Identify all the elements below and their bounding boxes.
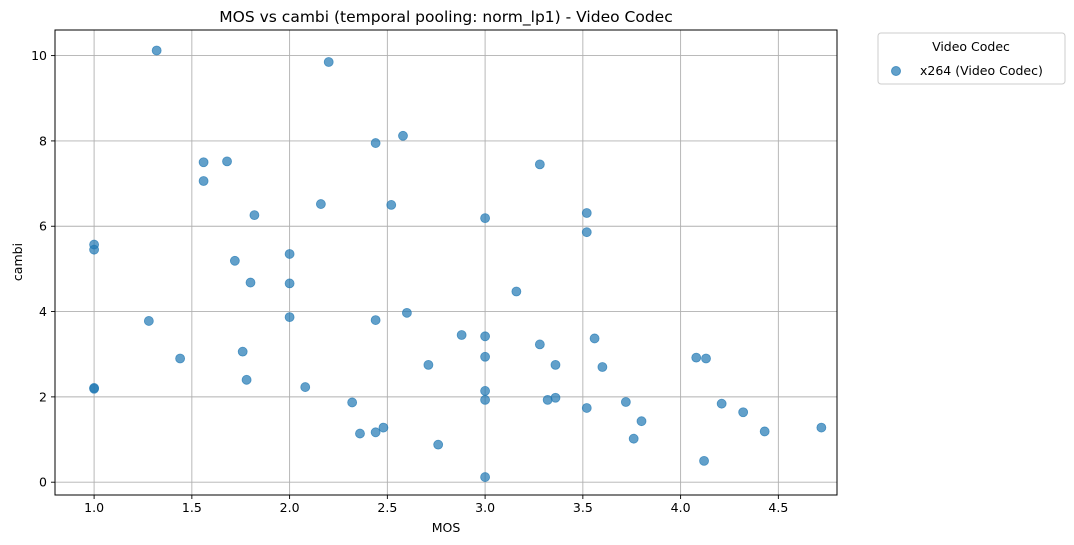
data-point <box>480 213 491 224</box>
data-point <box>480 351 491 362</box>
x-tick-label: 2.5 <box>377 500 397 515</box>
data-point <box>284 312 295 323</box>
y-tick-label: 8 <box>39 133 47 148</box>
data-point <box>249 210 260 221</box>
data-point <box>423 359 434 370</box>
data-point <box>456 330 467 340</box>
x-tick-label: 3.0 <box>475 500 495 515</box>
legend-box <box>877 32 1066 85</box>
x-tick-label: 1.5 <box>182 500 202 515</box>
data-point <box>691 352 702 363</box>
x-tick-label: 2.0 <box>280 500 300 515</box>
chart-title: MOS vs cambi (temporal pooling: norm_lp1… <box>219 8 672 27</box>
data-point <box>759 426 770 437</box>
x-tick-label: 4.5 <box>768 500 788 515</box>
data-point <box>300 382 311 392</box>
data-point <box>198 176 209 186</box>
y-tick-label: 10 <box>31 48 47 63</box>
y-tick-label: 6 <box>39 219 47 234</box>
y-tick-label: 2 <box>39 389 47 404</box>
data-point <box>355 428 365 439</box>
data-point <box>284 249 295 259</box>
data-point <box>398 130 408 141</box>
x-tick-label: 1.0 <box>84 500 104 515</box>
legend: Video Codec x264 (Video Codec) <box>877 32 1066 85</box>
data-point <box>198 157 209 168</box>
data-point <box>738 407 749 418</box>
data-point <box>175 353 186 364</box>
data-point <box>401 307 412 318</box>
data-point <box>143 316 154 326</box>
data-point <box>151 45 162 56</box>
data-point <box>378 422 389 433</box>
data-point <box>534 339 545 350</box>
y-axis-label: cambi <box>10 243 25 281</box>
data-point <box>628 433 639 444</box>
data-point <box>534 159 545 170</box>
data-point <box>589 333 600 344</box>
data-point <box>245 277 256 288</box>
data-point <box>433 439 444 450</box>
data-point <box>347 397 358 408</box>
grid <box>55 30 837 495</box>
data-point <box>386 200 397 210</box>
legend-marker <box>891 66 901 76</box>
data-point <box>229 255 240 266</box>
data-point <box>480 472 491 482</box>
data-point <box>480 331 491 342</box>
data-point <box>550 359 561 370</box>
x-tick-label: 3.5 <box>573 500 593 515</box>
data-point <box>636 416 647 427</box>
data-point <box>480 394 491 405</box>
data-point <box>237 346 248 357</box>
legend-series-label: x264 (Video Codec) <box>920 63 1043 78</box>
data-point <box>620 397 631 407</box>
data-points <box>89 45 827 482</box>
data-point <box>550 392 561 403</box>
data-point <box>581 403 592 413</box>
data-point <box>323 57 334 67</box>
data-point <box>370 138 381 148</box>
data-point <box>816 422 827 433</box>
x-tick-label: 4.0 <box>671 500 691 515</box>
plot-area <box>55 30 837 495</box>
data-point <box>89 383 99 394</box>
data-point <box>241 374 252 385</box>
data-point <box>370 315 381 325</box>
legend-title: Video Codec <box>932 39 1010 54</box>
data-point <box>581 227 592 238</box>
data-point <box>284 278 295 289</box>
x-axis-label: MOS <box>432 520 461 535</box>
plot-frame <box>54 29 838 496</box>
y-tick-label: 0 <box>39 475 47 490</box>
data-point <box>701 353 711 364</box>
data-point <box>699 455 709 466</box>
data-point <box>315 199 326 209</box>
axis-ticks: 1.0 1.5 2.0 2.5 3.0 3.5 4.0 4.5 0 2 4 6 8 10 <box>31 48 788 515</box>
data-point <box>480 386 491 396</box>
data-point <box>370 427 381 438</box>
data-point <box>222 156 232 167</box>
data-point <box>89 244 99 255</box>
data-point <box>716 398 727 409</box>
data-point <box>597 362 608 372</box>
data-point <box>511 286 522 297</box>
data-point <box>581 208 592 218</box>
y-tick-label: 4 <box>39 304 47 319</box>
